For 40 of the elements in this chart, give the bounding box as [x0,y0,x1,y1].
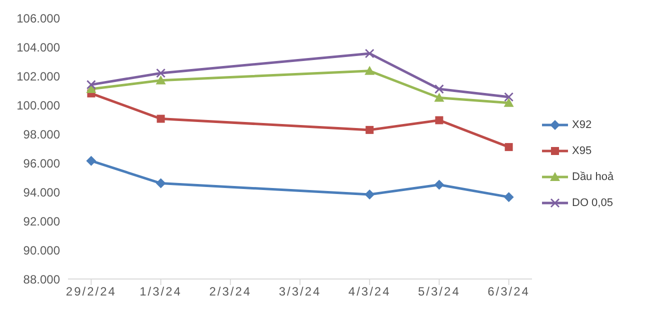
legend-label: X92 [571,118,593,132]
point [504,192,514,202]
y-tick-label: 98.000 [23,127,60,142]
y-tick-label: 102.000 [16,69,60,84]
point [156,178,166,188]
point [434,180,444,190]
legend-label: Dầu hoả [571,170,615,184]
point [86,84,96,94]
point [504,98,514,107]
point [156,114,165,123]
point [156,68,166,78]
point [434,92,444,102]
y-tick-label: 104.000 [16,40,60,54]
x-tick-label: 3/3/24 [278,284,322,299]
y-tick-label: 94.000 [23,185,60,200]
point [366,126,374,134]
y-tick-label: 96.000 [23,156,60,170]
point [156,75,166,84]
x-tick-label: 5/3/24 [418,284,460,299]
y-tick-label: 90.000 [23,243,60,258]
point [364,66,375,75]
y-tick-label: 92.000 [23,214,60,228]
point [364,189,375,200]
y-tick-label: 88.000 [23,272,60,286]
x-tick-label: 6/3/24 [488,284,530,299]
x-tick-label: 29/2/24 [66,284,116,299]
y-tick-label: 106.000 [16,11,60,26]
point [435,116,444,124]
y-tick-label: 100.000 [16,98,60,112]
point [364,48,374,58]
x-tick-label: 4/3/24 [348,284,391,299]
legend-label: X95 [571,144,593,158]
point [504,92,514,102]
legend-label: DO 0,05 [571,196,614,210]
point [86,156,96,166]
x-tick-label: 1/3/24 [140,284,182,299]
x-tick-label: 2/3/24 [209,284,252,299]
point [504,143,513,152]
point [434,84,444,94]
point [86,80,96,90]
